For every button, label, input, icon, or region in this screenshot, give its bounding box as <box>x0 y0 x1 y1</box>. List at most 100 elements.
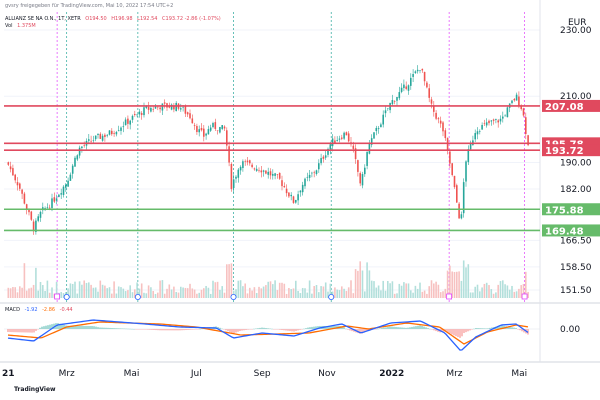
candle-body <box>216 130 219 131</box>
volume-bar <box>48 292 51 298</box>
price-axis[interactable]: 230.00 210.00 190.00 182.00 166.50 158.50 151.… <box>560 26 592 335</box>
volume-bar <box>407 283 410 298</box>
volume-bar <box>69 283 72 298</box>
volume-bar <box>382 280 384 298</box>
volume-bar <box>527 291 529 298</box>
candle-body <box>193 125 196 127</box>
candle-body <box>488 120 490 124</box>
macd-histogram-bar <box>61 324 63 329</box>
candle-body <box>92 140 95 141</box>
volume-bar <box>485 282 488 298</box>
macd-histogram-bar <box>253 328 255 330</box>
macd-histogram-bar <box>123 328 125 330</box>
macd-histogram-bar <box>165 329 167 331</box>
volume-bar <box>97 291 99 298</box>
candle-body <box>101 135 104 141</box>
macd-histogram-bar <box>161 329 163 331</box>
volume-bar <box>166 288 168 298</box>
volume-bar <box>396 293 398 298</box>
volume-bar <box>460 280 463 298</box>
macd-histogram-bar <box>455 329 457 337</box>
candle-body <box>209 127 212 131</box>
macd-histogram-bar <box>135 329 137 330</box>
macd-histogram-bar <box>291 329 293 332</box>
volume-bar <box>490 289 493 298</box>
volume-bar <box>32 284 35 298</box>
price-tick-label: 158.50 <box>560 263 592 273</box>
macd-histogram-bar <box>377 328 379 330</box>
volume-legend[interactable]: Vol 1.375M <box>5 23 39 29</box>
candle-body <box>120 127 122 131</box>
candle-body <box>246 160 249 163</box>
volume-bar <box>495 292 497 298</box>
macd-histogram-bar <box>363 329 365 333</box>
macd-histogram-bar <box>111 328 113 329</box>
macd-histogram-bar <box>401 327 403 329</box>
volume-bar <box>216 281 219 298</box>
macd-histogram-bar <box>91 326 93 329</box>
volume-bar <box>368 270 371 298</box>
macd-histogram-bar <box>295 329 297 331</box>
volume-bar <box>285 293 288 298</box>
volume-bar <box>290 289 292 298</box>
macd-histogram-bar <box>329 325 331 329</box>
currency-label: EUR <box>568 18 587 28</box>
volume-bar <box>237 280 240 298</box>
volume-bar <box>481 287 483 298</box>
macd-histogram-bar <box>261 327 263 329</box>
volume-bar <box>520 285 522 298</box>
macd-histogram-bar <box>275 329 277 330</box>
volume-bar <box>205 285 207 298</box>
volume-bar <box>327 291 329 298</box>
candle-body <box>377 128 380 130</box>
candle-body <box>449 151 451 164</box>
candle-body <box>419 70 421 71</box>
volume-bar <box>159 280 161 298</box>
macd-histogram-bar <box>93 326 95 329</box>
candle-body <box>152 108 154 110</box>
candle-body <box>490 120 493 122</box>
volume-bar <box>113 281 115 298</box>
macd-histogram-bar <box>233 329 235 334</box>
volume-bar <box>357 270 359 298</box>
symbol-legend[interactable]: ALLIANZ SE NA O.N., 1T, XETR O194.50 H19… <box>5 16 224 22</box>
volume-bar <box>320 286 322 298</box>
volume-bar <box>456 271 458 298</box>
macd-histogram-bar <box>277 329 279 330</box>
macd-histogram-bar <box>285 329 287 331</box>
time-axis[interactable]: 21 Mrz Mai Jul Sep Nov 2022 Mrz Mai <box>2 369 527 379</box>
macd-histogram-bar <box>177 329 179 331</box>
macd-histogram-bar <box>269 328 271 330</box>
volume-bar <box>345 291 348 298</box>
candle-body <box>301 184 304 193</box>
candle-body <box>203 128 205 137</box>
macd-histogram-bar <box>469 329 471 331</box>
volume-bar <box>25 290 28 298</box>
candle-body <box>465 161 467 182</box>
macd-histogram-bar <box>35 329 37 331</box>
macd-histogram-bar <box>301 329 303 330</box>
candle-body <box>403 84 405 89</box>
macd-histogram-bar <box>45 325 47 329</box>
macd-label: MACD <box>5 307 20 313</box>
candle-body <box>32 221 35 232</box>
volume-bar <box>483 283 486 298</box>
candle-body <box>502 116 504 119</box>
candle-body <box>46 207 49 208</box>
macd-histogram-bar <box>487 328 489 329</box>
volume-bar <box>446 270 449 298</box>
volume-bar <box>180 286 182 298</box>
volume-bar <box>391 281 394 298</box>
macd-histogram-bar <box>63 324 65 329</box>
ohlc-low: L192.54 <box>137 16 158 22</box>
macd-histogram-bar <box>501 325 503 329</box>
macd-legend[interactable]: MACD -1.92 -2.86 -0.44 <box>5 307 76 313</box>
volume-bar <box>28 288 30 298</box>
volume-bar <box>115 293 118 298</box>
volume-bar <box>499 281 502 298</box>
candle-body <box>272 173 274 176</box>
time-tick-label: Jul <box>190 369 202 379</box>
macd-histogram-bar <box>473 328 475 330</box>
candle-body <box>232 179 235 189</box>
